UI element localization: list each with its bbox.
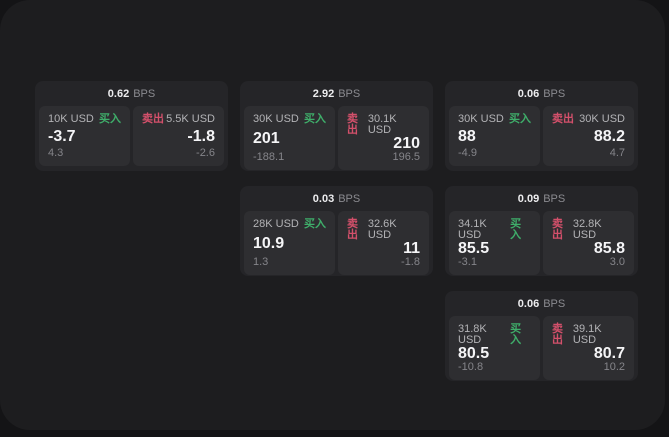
sell-panel[interactable]: 卖出 30.1K USD 210 196.5	[338, 106, 429, 170]
sell-change: 3.0	[609, 256, 625, 268]
quote-panels: 31.8K USD 买入 80.5 -10.8 卖出 39.1K USD 80.…	[449, 316, 634, 380]
sell-price: 11	[403, 240, 420, 257]
sell-panel[interactable]: 卖出 39.1K USD 80.7 10.2	[543, 316, 634, 380]
quote-card-6: 0.06 BPS 31.8K USD 买入 80.5 -10.8 卖出 39.1…	[445, 291, 638, 381]
buy-side-label: 买入	[304, 218, 326, 230]
sell-side-label: 卖出	[347, 218, 358, 241]
sell-side-label: 卖出	[552, 113, 574, 125]
spread-header: 0.09 BPS	[445, 186, 638, 211]
spread-value: 0.06	[517, 297, 540, 310]
spread-unit: BPS	[338, 192, 361, 205]
quote-card-4: 0.03 BPS 28K USD 买入 10.9 1.3 卖出 32.6K US…	[240, 186, 433, 276]
sell-panel[interactable]: 卖出 32.8K USD 85.8 3.0	[543, 211, 634, 275]
buy-size-label: 31.8K USD	[458, 323, 487, 346]
spread-header: 2.92 BPS	[240, 81, 433, 106]
buy-side-label: 买入	[510, 323, 522, 346]
sell-panel[interactable]: 卖出 32.6K USD 11 -1.8	[338, 211, 429, 275]
quote-card-3: 0.06 BPS 30K USD 买入 88 -4.9 卖出 30K USD	[445, 81, 638, 171]
sell-change: 10.2	[603, 361, 625, 373]
spread-value: 0.09	[517, 192, 540, 205]
buy-price: 80.5	[458, 345, 490, 362]
sell-price: 88.2	[593, 127, 625, 145]
spread-unit: BPS	[338, 87, 361, 100]
buy-size-label: 28K USD	[253, 218, 299, 230]
sell-side-label: 卖出	[347, 113, 358, 136]
buy-price: 88	[458, 127, 476, 145]
buy-change: -4.9	[458, 147, 477, 159]
sell-size-label: 39.1K USD	[572, 323, 602, 346]
buy-panel[interactable]: 31.8K USD 买入 80.5 -10.8	[449, 316, 540, 380]
sell-side-label: 卖出	[552, 218, 563, 241]
buy-size-label: 34.1K USD	[458, 218, 487, 241]
sell-panel[interactable]: 卖出 5.5K USD -1.8 -2.6	[133, 106, 224, 166]
quote-card-1: 0.62 BPS 10K USD 买入 -3.7 4.3 卖出 5.5K USD	[35, 81, 228, 171]
buy-change: 1.3	[253, 256, 269, 268]
sell-price: 80.7	[593, 345, 625, 362]
buy-panel[interactable]: 30K USD 买入 88 -4.9	[449, 106, 540, 166]
buy-side-label: 买入	[510, 218, 522, 241]
buy-size-label: 30K USD	[253, 113, 299, 125]
quote-panels: 34.1K USD 买入 85.5 -3.1 卖出 32.8K USD 85.8…	[449, 211, 634, 275]
quote-card-2: 2.92 BPS 30K USD 买入 201 -188.1 卖出 30.1K …	[240, 81, 433, 171]
sell-size-label: 32.6K USD	[367, 218, 397, 241]
sell-side-label: 卖出	[552, 323, 563, 346]
sell-price: 85.8	[593, 240, 625, 257]
sell-size-label: 30K USD	[579, 113, 625, 125]
buy-price: 10.9	[253, 234, 285, 252]
quotes-grid: 0.62 BPS 10K USD 买入 -3.7 4.3 卖出 5.5K USD	[35, 81, 638, 381]
sell-price: -1.8	[187, 127, 215, 145]
spread-unit: BPS	[543, 192, 566, 205]
buy-side-label: 买入	[99, 113, 121, 125]
sell-size-label: 32.8K USD	[572, 218, 602, 241]
quote-card-5: 0.09 BPS 34.1K USD 买入 85.5 -3.1 卖出 32.8K…	[445, 186, 638, 276]
buy-change: 4.3	[48, 147, 64, 159]
buy-size-label: 10K USD	[48, 113, 94, 125]
spread-value: 2.92	[312, 87, 335, 100]
quote-panels: 28K USD 买入 10.9 1.3 卖出 32.6K USD 11 -1.8	[244, 211, 429, 275]
quote-panels: 10K USD 买入 -3.7 4.3 卖出 5.5K USD -1.8 -2.…	[39, 106, 224, 166]
spread-unit: BPS	[133, 87, 156, 100]
spread-header: 0.06 BPS	[445, 81, 638, 106]
sell-change: -2.6	[196, 147, 215, 159]
sell-price: 210	[393, 135, 420, 152]
spread-value: 0.06	[517, 87, 540, 100]
spread-header: 0.06 BPS	[445, 291, 638, 316]
spread-header: 0.62 BPS	[35, 81, 228, 106]
sell-panel[interactable]: 卖出 30K USD 88.2 4.7	[543, 106, 634, 166]
sell-change: 4.7	[609, 147, 625, 159]
buy-change: -10.8	[458, 361, 484, 373]
sell-size-label: 30.1K USD	[367, 113, 397, 136]
buy-panel[interactable]: 34.1K USD 买入 85.5 -3.1	[449, 211, 540, 275]
spread-header: 0.03 BPS	[240, 186, 433, 211]
spread-value: 0.62	[107, 87, 130, 100]
buy-panel[interactable]: 30K USD 买入 201 -188.1	[244, 106, 335, 170]
quote-panels: 30K USD 买入 88 -4.9 卖出 30K USD 88.2 4.7	[449, 106, 634, 166]
buy-change: -188.1	[253, 151, 285, 163]
buy-price: -3.7	[48, 127, 76, 145]
app-surface: 0.62 BPS 10K USD 买入 -3.7 4.3 卖出 5.5K USD	[35, 81, 638, 381]
sell-change: 196.5	[392, 151, 420, 163]
buy-side-label: 买入	[304, 113, 326, 125]
buy-size-label: 30K USD	[458, 113, 504, 125]
buy-panel[interactable]: 28K USD 买入 10.9 1.3	[244, 211, 335, 275]
sell-change: -1.8	[401, 256, 420, 268]
sell-size-label: 5.5K USD	[166, 113, 215, 125]
sell-side-label: 卖出	[142, 113, 164, 125]
buy-panel[interactable]: 10K USD 买入 -3.7 4.3	[39, 106, 130, 166]
spread-unit: BPS	[543, 87, 566, 100]
quote-panels: 30K USD 买入 201 -188.1 卖出 30.1K USD 210 1…	[244, 106, 429, 170]
buy-price: 201	[253, 129, 280, 147]
spread-value: 0.03	[312, 192, 335, 205]
buy-side-label: 买入	[509, 113, 531, 125]
buy-price: 85.5	[458, 240, 490, 257]
buy-change: -3.1	[458, 256, 477, 268]
spread-unit: BPS	[543, 297, 566, 310]
